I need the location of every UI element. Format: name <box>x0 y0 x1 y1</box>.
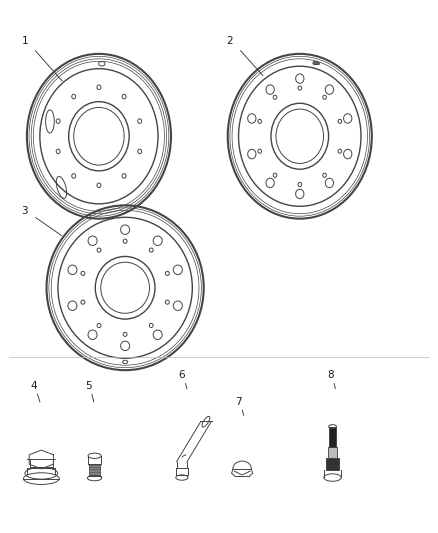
Text: 3: 3 <box>21 206 28 216</box>
Text: 7: 7 <box>235 397 242 407</box>
Text: 8: 8 <box>327 370 334 381</box>
FancyBboxPatch shape <box>328 447 337 458</box>
Text: 4: 4 <box>30 381 37 391</box>
Text: 1: 1 <box>21 36 28 45</box>
Text: 5: 5 <box>85 381 92 391</box>
FancyBboxPatch shape <box>313 62 318 64</box>
Text: 2: 2 <box>226 36 233 45</box>
FancyBboxPatch shape <box>328 426 336 447</box>
FancyBboxPatch shape <box>89 464 100 476</box>
Text: 6: 6 <box>179 370 185 381</box>
FancyBboxPatch shape <box>326 458 339 470</box>
